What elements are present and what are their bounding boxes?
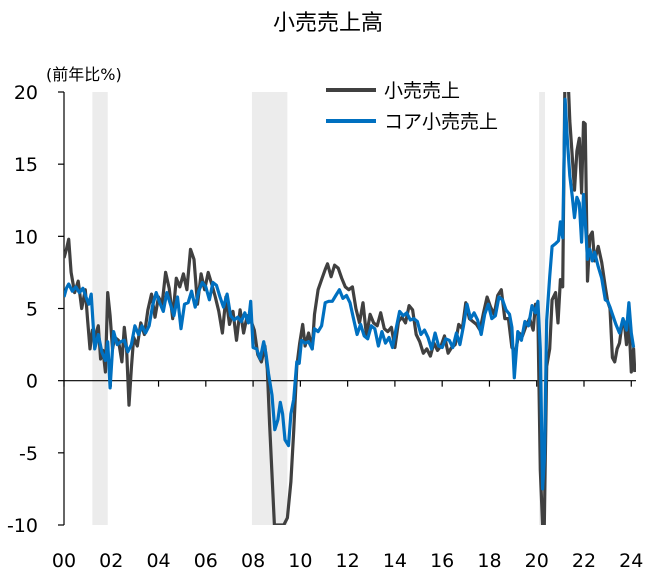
recession-band-2	[251, 92, 288, 525]
x-axis-ticks: 00 02 04 06 08 10 12 14 16 18 20 22 24	[52, 380, 643, 572]
y-tick-label: 0	[26, 371, 38, 393]
recession-band-1	[92, 92, 108, 525]
x-tick-label: 00	[52, 550, 76, 572]
series-lines	[64, 92, 636, 525]
x-tick-label: 02	[99, 550, 123, 572]
legend-label-1: 小売売上	[384, 80, 460, 102]
x-tick-label: 16	[430, 550, 454, 572]
y-tick-label: 10	[14, 226, 38, 248]
y-tick-label: -10	[7, 515, 38, 537]
x-tick-label: 08	[241, 550, 265, 572]
y-axis-ticks: 20 15 10 5 0 -5 -10	[7, 82, 64, 537]
y-tick-label: 20	[14, 82, 38, 104]
chart-title: 小売売上高	[273, 11, 383, 36]
series-retail-line	[64, 92, 636, 525]
y-tick-label: 15	[14, 154, 38, 176]
legend-label-2: コア小売売上	[384, 111, 498, 133]
series-core-retail-line	[64, 97, 636, 491]
y-tick-label: 5	[26, 299, 38, 321]
x-tick-label: 06	[194, 550, 218, 572]
recession-band-3	[539, 92, 545, 525]
y-tick-label: -5	[19, 443, 38, 465]
x-tick-label: 04	[146, 550, 170, 572]
x-tick-label: 14	[383, 550, 407, 572]
x-tick-label: 18	[477, 550, 501, 572]
x-tick-label: 24	[619, 550, 643, 572]
recession-shading	[92, 92, 545, 525]
x-tick-label: 10	[288, 550, 312, 572]
x-tick-label: 12	[336, 550, 360, 572]
x-tick-label: 20	[525, 550, 549, 572]
y-unit-label: (前年比%)	[46, 65, 122, 84]
x-tick-label: 22	[572, 550, 596, 572]
